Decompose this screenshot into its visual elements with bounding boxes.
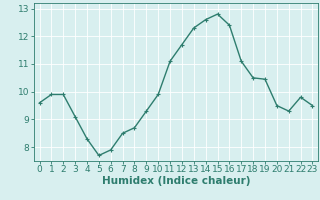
X-axis label: Humidex (Indice chaleur): Humidex (Indice chaleur): [102, 176, 250, 186]
